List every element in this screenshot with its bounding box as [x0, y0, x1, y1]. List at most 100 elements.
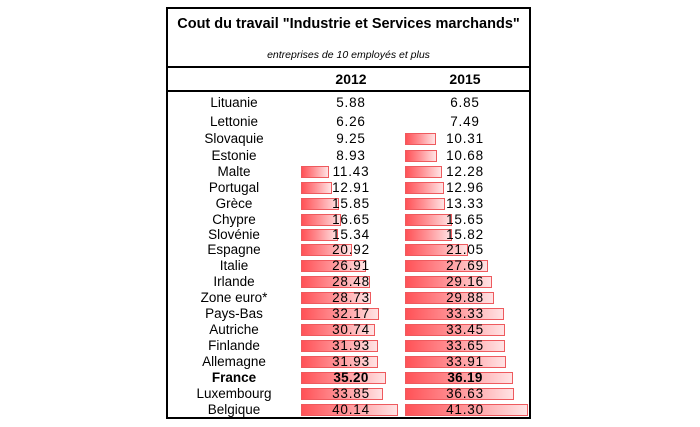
- data-bar-2012: [301, 292, 371, 304]
- table-row: Italie 26.91 27.69: [168, 258, 529, 274]
- value-label-2015: 36.63: [446, 386, 484, 401]
- value-label-2015: 29.88: [446, 290, 484, 305]
- value-label-2015: 15.82: [446, 227, 484, 242]
- value-cell-2012: 16.65: [301, 212, 401, 228]
- value-label-2015: 13.33: [446, 196, 484, 211]
- data-bar-2012: [301, 404, 398, 416]
- country-label: Allemagne: [202, 354, 266, 369]
- column-header-divider: [168, 90, 529, 92]
- value-cell-2012: 30.74: [301, 322, 401, 338]
- value-label-2012: 6.26: [336, 114, 366, 129]
- value-label-2012: 5.88: [336, 95, 366, 110]
- country-label: Finlande: [208, 338, 260, 353]
- value-cell-2012: 31.93: [301, 354, 401, 370]
- data-bar-2012: [301, 324, 375, 336]
- country-label: Portugal: [208, 180, 260, 195]
- value-label-2012: 12.91: [332, 180, 370, 195]
- value-cell-2015: 7.49: [405, 114, 529, 130]
- value-label-2012: 15.85: [332, 196, 370, 211]
- country-label: Luxembourg: [196, 386, 272, 401]
- table-row: Estonie 8.93 10.68: [168, 148, 529, 164]
- country-label: Belgique: [207, 402, 261, 417]
- country-label: Estonie: [211, 148, 257, 163]
- data-bar-2015: [405, 324, 505, 336]
- data-bar-2012: [301, 388, 383, 400]
- value-cell-2015: 41.30: [405, 402, 529, 418]
- table-row: Autriche 30.74 33.45: [168, 322, 529, 338]
- value-cell-2012: 8.93: [301, 148, 401, 164]
- data-bar-2015: [405, 372, 513, 384]
- data-bar-2012: [301, 276, 370, 288]
- value-label-2012: 35.20: [333, 370, 369, 385]
- data-bar-2015: [405, 292, 494, 304]
- value-cell-2015: 33.91: [405, 354, 529, 370]
- value-cell-2012: 40.14: [301, 402, 401, 418]
- country-label: Malte: [217, 164, 251, 179]
- country-label: Slovénie: [208, 227, 260, 242]
- value-cell-2015: 12.96: [405, 180, 529, 196]
- value-cell-2015: 13.33: [405, 196, 529, 212]
- table-row: Belgique 40.14 41.30: [168, 402, 529, 418]
- data-bar-2012: [301, 244, 352, 256]
- data-bar-2012: [301, 166, 329, 178]
- table-row: Portugal 12.91 12.96: [168, 180, 529, 196]
- value-label-2012: 26.91: [332, 258, 370, 273]
- value-label-2012: 15.34: [332, 227, 370, 242]
- data-bar-2015: [405, 260, 488, 272]
- table-row: Chypre 16.65 15.65: [168, 212, 529, 228]
- value-label-2012: 9.25: [336, 131, 366, 146]
- table-row: France 35.20 36.19: [168, 370, 529, 386]
- value-label-2015: 27.69: [446, 258, 484, 273]
- data-bar-2012: [301, 340, 378, 352]
- data-bar-2015: [405, 166, 442, 178]
- table-row: Allemagne 31.93 33.91: [168, 354, 529, 370]
- value-cell-2012: 9.25: [301, 131, 401, 147]
- labor-cost-table: Cout du travail "Industrie et Services m…: [166, 7, 531, 419]
- value-label-2015: 10.68: [446, 148, 484, 163]
- data-bar-2015: [405, 404, 528, 416]
- data-bar-2015: [405, 133, 436, 145]
- table-row: Lettonie 6.26 7.49: [168, 114, 529, 130]
- data-bar-2015: [405, 244, 468, 256]
- value-cell-2015: 21.05: [405, 242, 529, 258]
- country-label: Lettonie: [209, 114, 259, 129]
- table-row: Luxembourg 33.85 36.63: [168, 386, 529, 402]
- value-label-2012: 32.17: [332, 306, 370, 321]
- table-subtitle: entreprises de 10 employés et plus: [267, 49, 430, 61]
- value-cell-2015: 36.19: [405, 370, 529, 386]
- value-label-2015: 36.19: [447, 370, 483, 385]
- country-label: Zone euro*: [200, 290, 268, 305]
- data-bar-2015: [405, 214, 452, 226]
- data-bar-2015: [405, 182, 444, 194]
- table-row: Irlande 28.48 29.16: [168, 274, 529, 290]
- value-label-2012: 31.93: [332, 338, 370, 353]
- value-cell-2015: 10.31: [405, 131, 529, 147]
- country-label: Slovaquie: [204, 131, 264, 146]
- value-cell-2015: 29.16: [405, 274, 529, 290]
- table-row: Zone euro* 28.73 29.88: [168, 290, 529, 306]
- value-cell-2015: 33.45: [405, 322, 529, 338]
- table-row: Slovaquie 9.25 10.31: [168, 131, 529, 147]
- value-label-2012: 11.43: [332, 164, 370, 179]
- value-label-2015: 29.16: [446, 274, 484, 289]
- table-row: Pays-Bas 32.17 33.33: [168, 306, 529, 322]
- country-label: France: [211, 370, 257, 385]
- value-cell-2015: 29.88: [405, 290, 529, 306]
- country-label: Pays-Bas: [205, 306, 263, 321]
- value-label-2012: 40.14: [332, 402, 370, 417]
- data-bar-2015: [405, 388, 514, 400]
- value-label-2012: 8.93: [336, 148, 366, 163]
- data-bar-2015: [405, 150, 437, 162]
- data-bar-2012: [301, 260, 366, 272]
- value-cell-2015: 6.85: [405, 95, 529, 111]
- data-bar-2015: [405, 340, 505, 352]
- value-label-2012: 30.74: [332, 322, 370, 337]
- value-cell-2015: 33.65: [405, 338, 529, 354]
- data-bar-2015: [405, 229, 452, 241]
- table-row: Finlande 31.93 33.65: [168, 338, 529, 354]
- value-cell-2012: 5.88: [301, 95, 401, 111]
- data-bar-2012: [301, 182, 332, 194]
- value-label-2015: 12.28: [446, 164, 484, 179]
- value-label-2012: 16.65: [332, 212, 370, 227]
- value-cell-2012: 20.92: [301, 242, 401, 258]
